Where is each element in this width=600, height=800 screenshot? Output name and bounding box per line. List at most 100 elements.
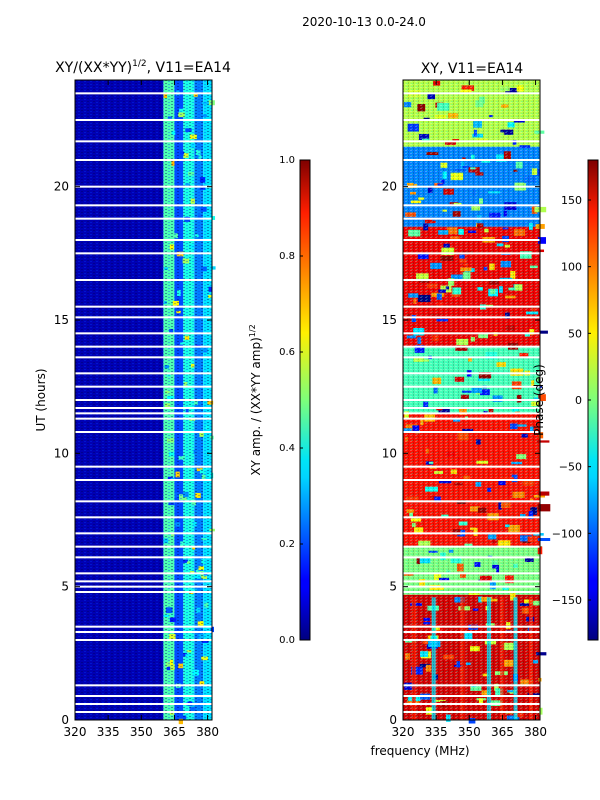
amplitude-cbar-tick-label: 0.2 bbox=[279, 539, 295, 550]
amplitude-flagged-row bbox=[75, 305, 212, 308]
amplitude-flagged-row bbox=[75, 279, 212, 281]
phase-ytick-label: 5 bbox=[389, 580, 397, 594]
phase-cbar-tick-label: 150 bbox=[561, 194, 582, 207]
phase-ytick-label: 0 bbox=[389, 713, 397, 727]
amplitude-ytick-label: 10 bbox=[54, 446, 69, 460]
phase-flagged-row bbox=[403, 545, 540, 548]
phase-cbar-tick-label: 100 bbox=[561, 261, 582, 274]
amplitude-flagged-row bbox=[75, 407, 212, 409]
amplitude-flagged-row bbox=[75, 417, 212, 420]
phase-flagged-row bbox=[403, 711, 540, 713]
phase-panel-title: XY, V11=EA14 bbox=[421, 61, 523, 77]
phase-flagged-row bbox=[403, 532, 540, 535]
amplitude-colorbar-gradient bbox=[299, 159, 311, 641]
phase-flagged-row bbox=[403, 279, 540, 281]
phase-flagged-row bbox=[403, 500, 540, 503]
amplitude-flagged-row bbox=[75, 185, 212, 188]
phase-texture bbox=[468, 718, 476, 724]
amplitude-xtick-label: 350 bbox=[130, 725, 153, 739]
amplitude-flagged-row bbox=[75, 239, 212, 241]
amplitude-flagged-row bbox=[75, 500, 212, 503]
amplitude-heatmap bbox=[75, 80, 216, 725]
phase-plot-frame bbox=[402, 79, 541, 721]
amplitude-flagged-row bbox=[75, 545, 212, 548]
amplitude-flagged-row bbox=[75, 204, 212, 207]
amplitude-flagged-row bbox=[75, 695, 212, 697]
amplitude-flagged-row bbox=[75, 385, 212, 388]
phase-flagged-row bbox=[403, 625, 540, 628]
phase-xtick-label: 350 bbox=[458, 725, 481, 739]
amplitude-texture bbox=[178, 718, 183, 725]
phase-cbar-tick-label: 50 bbox=[568, 327, 582, 340]
amplitude-flagged-row bbox=[75, 556, 212, 559]
amplitude-flagged-row bbox=[75, 625, 212, 628]
amplitude-cbar-tick-label: 1.0 bbox=[279, 155, 295, 166]
amplitude-xtick-label: 320 bbox=[64, 725, 87, 739]
phase-xtick-label: 380 bbox=[524, 725, 547, 739]
phase-texture bbox=[537, 504, 551, 512]
amplitude-flagged-row bbox=[75, 585, 212, 588]
amplitude-flagged-row bbox=[75, 591, 212, 593]
amplitude-ylabel: UT (hours) bbox=[34, 368, 48, 431]
phase-flagged-row bbox=[403, 159, 540, 161]
phase-flagged-row bbox=[403, 217, 540, 220]
phase-ytick-label: 15 bbox=[382, 313, 397, 327]
amplitude-flagged-row bbox=[75, 639, 212, 641]
amplitude-ytick-label: 20 bbox=[54, 180, 69, 194]
amplitude-flagged-row bbox=[75, 684, 212, 687]
phase-flagged-row bbox=[403, 252, 540, 255]
phase-flagged-row bbox=[403, 572, 540, 575]
phase-flagged-row bbox=[403, 385, 540, 388]
phase-flagged-row bbox=[403, 591, 540, 593]
phase-axes: 320 335 350 365 380 0 5 10 15 20 bbox=[382, 80, 547, 739]
phase-texture bbox=[537, 237, 547, 244]
amplitude-flagged-row bbox=[75, 631, 212, 633]
phase-flagged-row bbox=[403, 305, 540, 308]
phase-cbar-tick-label: 0 bbox=[575, 394, 582, 407]
amplitude-colorbar: 0.0 0.2 0.4 0.6 0.8 1.0 XY amp. / (XX*YY amp)… bbox=[248, 155, 311, 646]
phase-cbar-tick-label: −150 bbox=[552, 594, 582, 607]
phase-flagged-row bbox=[403, 356, 540, 359]
amplitude-flagged-row bbox=[75, 372, 212, 375]
amplitude-panel-title: XY/(XX*YY)1/2, V11=EA14 bbox=[55, 59, 231, 76]
amplitude-cbar-tick-label: 0.4 bbox=[279, 443, 295, 454]
phase-flagged-row bbox=[403, 516, 540, 519]
phase-flagged-row bbox=[403, 372, 540, 375]
amplitude-flagged-row bbox=[75, 345, 212, 348]
phase-heatmap bbox=[403, 80, 551, 724]
amplitude-ytick-label: 15 bbox=[54, 313, 69, 327]
amplitude-flagged-row bbox=[75, 316, 212, 319]
phase-flagged-row bbox=[403, 431, 540, 433]
amplitude-xtick-label: 335 bbox=[97, 725, 120, 739]
phase-flagged-row bbox=[403, 417, 540, 420]
shared-xlabel: frequency (MHz) bbox=[370, 744, 469, 758]
amplitude-flagged-row bbox=[75, 703, 212, 705]
phase-flagged-row bbox=[403, 332, 540, 335]
phase-flagged-row bbox=[403, 407, 540, 409]
phase-flagged-row bbox=[403, 345, 540, 348]
phase-texture bbox=[538, 432, 544, 439]
phase-colorbar: 150 100 50 0 −50 −100 −150 Phase (deg) bbox=[532, 159, 599, 641]
amplitude-flagged-row bbox=[75, 140, 212, 143]
amplitude-colorbar-label: XY amp. / (XX*YY amp)1/2 bbox=[248, 324, 263, 475]
amplitude-plot-frame bbox=[74, 79, 213, 721]
amplitude-flagged-row bbox=[75, 465, 212, 468]
amplitude-flagged-row bbox=[75, 572, 212, 575]
phase-flagged-row bbox=[403, 412, 540, 415]
phase-texture bbox=[539, 330, 548, 334]
phase-flagged-row bbox=[403, 695, 540, 697]
phase-flagged-row bbox=[403, 316, 540, 319]
amplitude-panel: XY/(XX*YY)1/2, V11=EA14 320 335 350 365 380 0… bbox=[34, 59, 231, 739]
phase-ytick-label: 20 bbox=[382, 180, 397, 194]
phase-cbar-tick-label: −100 bbox=[552, 527, 582, 540]
phase-flagged-row bbox=[403, 239, 540, 241]
amplitude-flagged-row bbox=[75, 119, 212, 121]
amplitude-ytick-label: 0 bbox=[61, 713, 69, 727]
amplitude-flagged-row bbox=[75, 399, 212, 401]
phase-texture bbox=[539, 394, 546, 401]
phase-flagged-row bbox=[403, 465, 540, 468]
phase-texture bbox=[535, 652, 547, 656]
phase-flagged-row bbox=[403, 399, 540, 401]
phase-xtick-label: 365 bbox=[491, 725, 514, 739]
